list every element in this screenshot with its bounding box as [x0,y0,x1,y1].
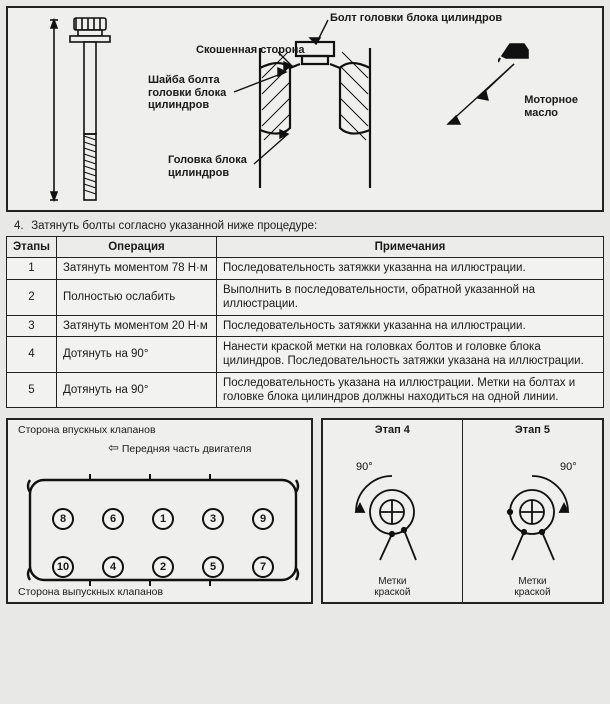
table-row: 2Полностью ослабитьВыполнить в последова… [7,279,604,315]
cell-note: Последовательность затяжки указанна на и… [216,258,603,279]
th-op: Операция [56,237,216,258]
stage-5-svg: 90° [472,436,592,566]
cell-note: Последовательность затяжки указанна на и… [216,315,603,336]
sequence-panel: Сторона впускных клапанов ⇦ Передняя час… [6,418,313,604]
table-row: 1Затянуть моментом 78 Н·мПоследовательно… [7,258,604,279]
table-row: 5Дотянуть на 90°Последовательность указа… [7,372,604,408]
th-note: Примечания [216,237,603,258]
cell-step: 2 [7,279,57,315]
cell-step: 5 [7,372,57,408]
svg-text:90°: 90° [356,461,373,473]
table-row: 3Затянуть моментом 20 Н·мПоследовательно… [7,315,604,336]
cell-step: 1 [7,258,57,279]
stage-4-col: Этап 4 90° Метки краской [323,420,462,602]
stage-4-paint: Метки краской [323,577,462,598]
cell-op: Дотянуть на 90° [56,372,216,408]
cell-op: Полностью ослабить [56,279,216,315]
stage-5-title: Этап 5 [515,424,550,436]
tightening-steps-table: Этапы Операция Примечания 1Затянуть моме… [6,236,604,408]
table-body: 1Затянуть моментом 78 Н·мПоследовательно… [7,258,604,408]
stage-4-svg: 90° [332,436,452,566]
table-header-row: Этапы Операция Примечания [7,237,604,258]
cell-note: Нанести краской метки на головках болтов… [216,336,603,372]
stage-5-col: Этап 5 90° Метки краской [462,420,602,602]
cell-op: Затянуть моментом 78 Н·м [56,258,216,279]
instruction-num: 4. [14,220,28,232]
seq-label-intake: Сторона впускных клапанов [18,424,156,436]
leader-lines [8,8,604,214]
cell-step: 4 [7,336,57,372]
bolt-diagram-panel: Болт головки блока цилиндров Скошенная с… [6,6,604,212]
th-step: Этапы [7,237,57,258]
stage-4-title: Этап 4 [375,424,410,436]
seq-label-front-text: Передняя часть двигателя [122,443,252,455]
stages-panel: Этап 4 90° Метки краской [321,418,604,604]
cell-op: Дотянуть на 90° [56,336,216,372]
cell-note: Последовательность указана на иллюстраци… [216,372,603,408]
instruction-line: 4. Затянуть болты согласно указанной ниж… [14,220,604,232]
cell-op: Затянуть моментом 20 Н·м [56,315,216,336]
cell-note: Выполнить в последовательности, обратной… [216,279,603,315]
cell-step: 3 [7,315,57,336]
svg-text:90°: 90° [560,461,577,473]
instruction-text: Затянуть болты согласно указанной ниже п… [31,220,317,232]
seq-label-front: ⇦ Передняя часть двигателя [108,440,251,456]
table-row: 4Дотянуть на 90°Нанести краской метки на… [7,336,604,372]
stage-5-paint: Метки краской [463,577,602,598]
